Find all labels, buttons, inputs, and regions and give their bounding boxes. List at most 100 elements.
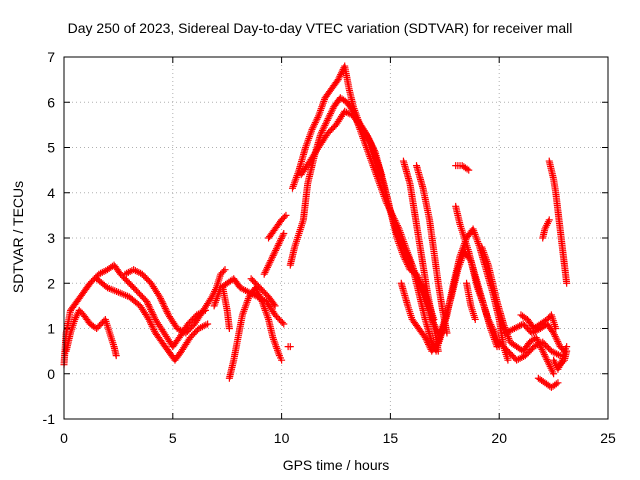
data-point (272, 245, 280, 253)
data-point (552, 325, 560, 332)
data-point (563, 347, 571, 355)
data-point (490, 327, 498, 335)
data-point (422, 335, 430, 343)
data-point (148, 309, 156, 317)
data-point (393, 229, 401, 237)
data-point (311, 119, 319, 127)
data-point (159, 299, 167, 307)
data-point (161, 304, 169, 312)
data-point (485, 317, 493, 325)
data-point (424, 340, 432, 348)
data-point (407, 258, 415, 266)
data-point (370, 145, 378, 153)
data-point (334, 76, 342, 84)
data-point (317, 130, 325, 138)
data-point (471, 315, 479, 323)
data-point (150, 312, 158, 320)
data-point (364, 133, 372, 141)
data-point (395, 235, 403, 243)
data-point (401, 246, 409, 254)
data-point (254, 289, 262, 297)
data-point (539, 347, 547, 355)
data-point (337, 69, 345, 77)
data-point (308, 125, 316, 133)
y-tick-label: 1 (47, 321, 55, 337)
data-point (256, 292, 264, 300)
data-point (542, 354, 550, 362)
data-point (541, 352, 549, 360)
data-point (321, 121, 329, 129)
data-point (366, 138, 374, 146)
data-point (311, 120, 319, 128)
data-point (322, 120, 330, 128)
data-point (398, 240, 406, 248)
data-point (486, 319, 494, 327)
data-point (263, 263, 271, 271)
data-point (204, 320, 212, 328)
data-point (144, 301, 152, 309)
data-point (538, 345, 546, 353)
data-point (271, 248, 279, 256)
data-point (280, 320, 288, 328)
data-point (312, 117, 320, 125)
data-point (423, 337, 431, 345)
data-point (421, 334, 429, 342)
data-point (281, 213, 289, 221)
y-tick-label: 7 (47, 49, 55, 65)
chart-title: Day 250 of 2023, Sidereal Day-to-day VTE… (67, 20, 573, 36)
data-point (367, 140, 375, 148)
data-point (403, 250, 411, 258)
data-point (465, 166, 473, 174)
data-point (157, 296, 165, 304)
data-point (550, 329, 558, 337)
data-point (275, 240, 283, 248)
data-point (263, 265, 271, 273)
data-point (434, 347, 442, 355)
data-point (269, 252, 277, 260)
data-point (225, 325, 233, 332)
data-point (313, 115, 321, 123)
data-point (463, 165, 471, 173)
data-point (207, 295, 215, 303)
data-point (320, 123, 328, 131)
y-axis-label: SDTVAR / TECUs (10, 180, 26, 294)
data-points (60, 62, 571, 391)
data-point (553, 336, 561, 344)
data-point (276, 238, 284, 246)
data-point (270, 250, 278, 258)
data-point (286, 343, 294, 351)
data-point (271, 302, 279, 310)
data-point (551, 332, 559, 340)
data-point (368, 141, 376, 149)
data-point (563, 279, 571, 287)
data-point (544, 357, 552, 365)
y-tick-label: 6 (47, 94, 55, 110)
data-point (325, 113, 333, 121)
data-point (145, 302, 153, 310)
data-point (156, 293, 164, 301)
data-point (309, 124, 317, 132)
data-point (220, 267, 228, 275)
data-point (310, 122, 318, 130)
plot-border (63, 56, 609, 420)
data-point (148, 322, 156, 330)
data-point (157, 294, 165, 302)
data-point (314, 114, 322, 122)
data-point (543, 356, 551, 364)
data-point (322, 118, 330, 126)
data-point (160, 303, 168, 311)
data-point (406, 256, 414, 264)
data-point (550, 331, 558, 339)
data-point (545, 216, 553, 224)
data-point (146, 317, 154, 325)
data-point (540, 349, 548, 357)
data-point (370, 146, 378, 154)
data-point (363, 132, 371, 140)
data-point (146, 319, 154, 327)
data-point (273, 243, 281, 251)
data-point (324, 115, 332, 123)
data-point (407, 260, 415, 268)
data-point (278, 318, 286, 326)
y-tick-label: 4 (47, 185, 55, 201)
